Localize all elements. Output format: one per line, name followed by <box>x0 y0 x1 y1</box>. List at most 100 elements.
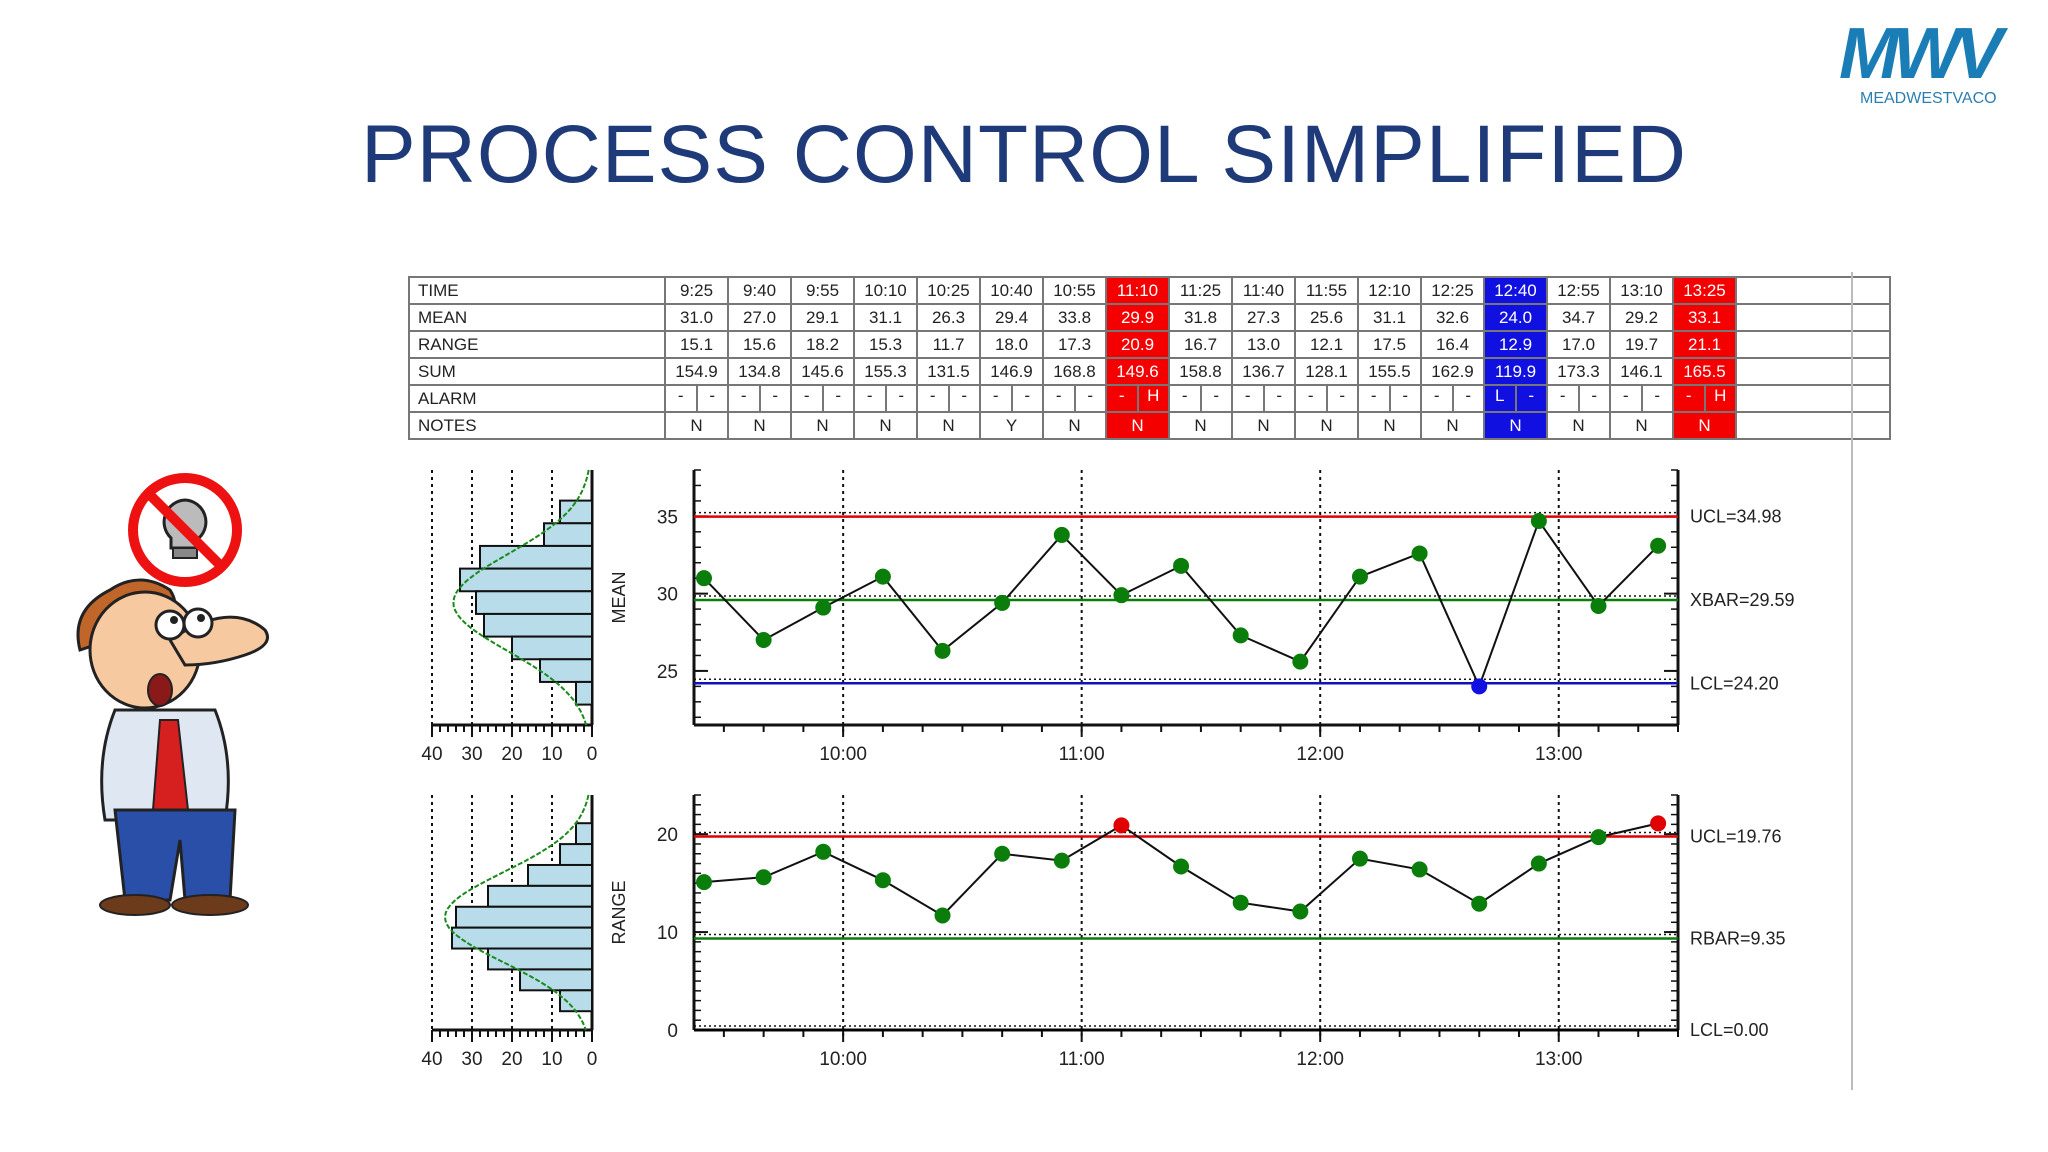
table-cell: 15.1 <box>664 330 729 359</box>
table-cell: 155.5 <box>1357 357 1422 386</box>
table-cell: 31.0 <box>664 303 729 332</box>
table-cell: 11:25 <box>1168 276 1233 305</box>
table-cell: N <box>664 411 729 440</box>
table-cell: 10:40 <box>979 276 1044 305</box>
histogram-bar <box>519 968 593 992</box>
data-point <box>1113 587 1130 604</box>
x-tick-label: 10:00 <box>819 744 867 765</box>
x-tick-label: 12:00 <box>1296 744 1344 765</box>
table-cell: 18.2 <box>790 330 855 359</box>
table-cell-empty <box>1735 276 1891 305</box>
table-cell: 13.0 <box>1231 330 1296 359</box>
hist-x-tick-label: 10 <box>541 744 562 765</box>
table-cell: 17.5 <box>1357 330 1422 359</box>
table-cell: N <box>853 411 918 440</box>
histogram-bar <box>487 884 593 908</box>
table-cell: 31.1 <box>853 303 918 332</box>
table-row: SUM 154.9 134.8 145.6 155.3 131.5 146.9 168.8 14… <box>408 357 1891 386</box>
table-cell: N <box>1168 411 1233 440</box>
histogram-bar <box>455 905 593 929</box>
table-cell: 12:25 <box>1420 276 1485 305</box>
table-cell: 17.3 <box>1042 330 1107 359</box>
table-cell: 9:55 <box>790 276 855 305</box>
data-point <box>1650 815 1667 832</box>
table-cell: N <box>1546 411 1611 440</box>
table-cell: N <box>1672 411 1737 440</box>
data-point <box>1351 568 1368 585</box>
data-point <box>1351 850 1368 867</box>
table-cell: 9:40 <box>727 276 792 305</box>
control-line-label: XBAR=29.59 <box>1690 590 1795 610</box>
table-cell: 12.9 <box>1483 330 1548 359</box>
mwv-logo-mark: MWV <box>1839 20 2015 90</box>
table-cell: 145.6 <box>790 357 855 386</box>
y-tick-label: 10 <box>657 923 678 944</box>
table-cell: 168.8 <box>1042 357 1107 386</box>
table-cell: 27.3 <box>1231 303 1296 332</box>
data-point <box>1411 861 1428 878</box>
x-tick-label: 12:00 <box>1296 1049 1344 1070</box>
table-cell: 34.7 <box>1546 303 1611 332</box>
normal-curve <box>452 469 590 726</box>
table-cell: 33.1 <box>1672 303 1737 332</box>
table-cell: 15.6 <box>727 330 792 359</box>
histogram-bar <box>559 499 593 525</box>
mwv-logo: MWV MEADWESTVACO <box>1818 20 2038 115</box>
data-point <box>755 869 772 886</box>
data-point <box>1590 598 1607 614</box>
table-cell: 146.9 <box>979 357 1044 386</box>
table-cell: -- <box>790 384 855 413</box>
histogram-bar <box>539 658 593 683</box>
y-tick-label: 35 <box>657 507 678 528</box>
table-cell: 31.8 <box>1168 303 1233 332</box>
row-label: ALARM <box>408 384 666 413</box>
data-point <box>755 632 772 648</box>
y-tick-label: 20 <box>657 825 678 846</box>
table-cell: 33.8 <box>1042 303 1107 332</box>
table-cell: 119.9 <box>1483 357 1548 386</box>
control-line-label: LCL=0.00 <box>1690 1020 1769 1040</box>
table-cell-empty <box>1735 330 1891 359</box>
table-cell: 128.1 <box>1294 357 1359 386</box>
table-row: RANGE 15.1 15.6 18.2 15.3 11.7 18.0 17.3 20.9 16.… <box>408 330 1891 359</box>
table-cell: -- <box>979 384 1044 413</box>
table-row: TIME 9:25 9:40 9:55 10:10 10:25 10:40 10:55 11:1… <box>408 276 1891 305</box>
hist-x-tick-label: 20 <box>501 744 522 765</box>
table-cell: -- <box>1420 384 1485 413</box>
data-point <box>1590 829 1607 846</box>
table-cell: 16.4 <box>1420 330 1485 359</box>
row-label: RANGE <box>408 330 666 359</box>
y-tick-label: 0 <box>667 1021 678 1042</box>
hist-x-tick-label: 10 <box>541 1049 562 1070</box>
y-axis-label: MEAN <box>609 571 629 623</box>
table-cell: -- <box>1231 384 1296 413</box>
table-cell: -- <box>1294 384 1359 413</box>
control-line-label: RBAR=9.35 <box>1690 928 1786 948</box>
histogram-bar <box>543 522 593 547</box>
table-cell: 11.7 <box>916 330 981 359</box>
table-cell: 19.7 <box>1609 330 1674 359</box>
table-cell: 29.2 <box>1609 303 1674 332</box>
table-cell: 20.9 <box>1105 330 1170 359</box>
hist-x-tick-label: 0 <box>587 744 598 765</box>
data-point <box>1173 858 1190 875</box>
table-cell: 12:55 <box>1546 276 1611 305</box>
table-cell: N <box>1231 411 1296 440</box>
data-point <box>1292 903 1309 920</box>
table-cell: 17.0 <box>1546 330 1611 359</box>
data-point <box>994 845 1011 862</box>
x-tick-label: 11:00 <box>1059 1049 1105 1070</box>
table-row: NOTES N N N N N Y N N N N N N N N N N N <box>408 411 1891 440</box>
table-cell: N <box>1294 411 1359 440</box>
data-point <box>1530 855 1547 872</box>
table-cell-empty <box>1735 303 1891 332</box>
table-cell: 10:55 <box>1042 276 1107 305</box>
table-cell: 27.0 <box>727 303 792 332</box>
no-lightbulb-icon <box>128 473 242 587</box>
hist-x-tick-label: 30 <box>461 1049 482 1070</box>
data-point <box>1113 817 1130 834</box>
table-cell: 13:10 <box>1609 276 1674 305</box>
data-point <box>1232 894 1249 911</box>
data-point <box>994 594 1011 611</box>
table-cell: -- <box>727 384 792 413</box>
